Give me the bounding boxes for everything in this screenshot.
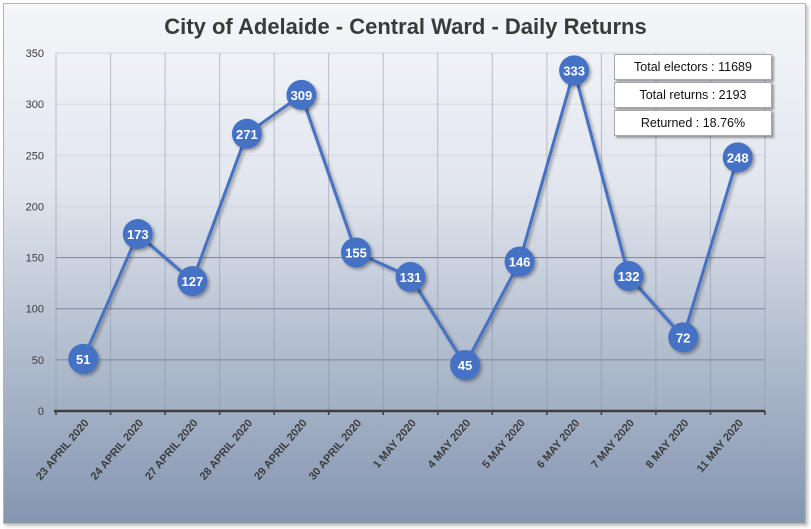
data-point-marker	[504, 246, 535, 277]
data-point: 333	[559, 55, 590, 86]
data-point-marker	[559, 55, 590, 86]
y-tick-label: 50	[32, 355, 44, 367]
data-point-marker	[177, 266, 208, 297]
data-point: 127	[177, 266, 208, 297]
x-tick-label: 4 MAY 2020	[426, 417, 474, 471]
y-tick-label: 0	[38, 406, 44, 418]
y-tick-label: 350	[26, 48, 44, 60]
data-point-marker	[231, 118, 262, 149]
data-label: 146	[509, 255, 531, 270]
data-label: 51	[76, 352, 90, 367]
y-tick-label: 250	[26, 150, 44, 162]
data-point: 146	[504, 246, 535, 277]
x-tick-label: 29 APRIL 2020	[252, 417, 310, 482]
data-point: 173	[122, 219, 153, 250]
data-label: 271	[236, 127, 258, 142]
data-point: 132	[613, 260, 644, 291]
x-tick-label: 6 MAY 2020	[535, 417, 583, 471]
data-point: 72	[668, 322, 699, 353]
x-tick-label: 11 MAY 2020	[695, 417, 746, 475]
chart-title: City of Adelaide - Central Ward - Daily …	[164, 14, 647, 39]
total-electors-box: Total electors : 11689	[614, 54, 772, 80]
data-point: 271	[231, 118, 262, 149]
y-axis: 0 50 100 150 200 250 300 350	[26, 48, 44, 418]
data-label: 132	[618, 269, 640, 284]
data-point: 51	[68, 343, 99, 374]
y-tick-label: 100	[26, 304, 44, 316]
data-point: 309	[286, 79, 317, 110]
x-tick-label: 7 MAY 2020	[589, 417, 637, 471]
data-label: 45	[458, 358, 472, 373]
data-point: 248	[722, 142, 753, 173]
data-point-marker	[122, 219, 153, 250]
data-point: 131	[395, 262, 426, 293]
data-point-marker	[668, 322, 699, 353]
data-label: 72	[676, 330, 690, 345]
x-tick-label: 30 APRIL 2020	[307, 417, 365, 482]
data-point-marker	[286, 79, 317, 110]
x-tick-label: 23 APRIL 2020	[34, 417, 92, 482]
data-label: 248	[727, 150, 749, 165]
x-tick-label: 8 MAY 2020	[644, 417, 692, 471]
data-point-marker	[613, 260, 644, 291]
y-tick-label: 150	[26, 253, 44, 265]
y-tick-label: 300	[26, 99, 44, 111]
x-tick-label: 27 APRIL 2020	[143, 417, 201, 482]
data-label: 131	[400, 270, 422, 285]
gridlines	[55, 52, 766, 411]
data-point-marker	[395, 262, 426, 293]
y-tick-label: 200	[26, 201, 44, 213]
returned-percent-box: Returned : 18.76%	[614, 110, 772, 136]
x-tick-label: 5 MAY 2020	[480, 417, 528, 471]
x-tick-label: 28 APRIL 2020	[198, 417, 256, 482]
data-label: 309	[291, 88, 313, 103]
data-series: 51 173 127 271 309 155 131 45 146 333 132 72 248	[68, 55, 753, 380]
data-label: 333	[563, 63, 585, 78]
data-label: 127	[181, 274, 203, 289]
data-point: 45	[450, 349, 481, 380]
data-label: 155	[345, 245, 367, 260]
x-tick-label: 24 APRIL 2020	[89, 417, 147, 482]
data-point-marker	[450, 349, 481, 380]
data-label: 173	[127, 227, 149, 242]
data-point: 155	[340, 237, 371, 268]
data-point-marker	[722, 142, 753, 173]
data-point-marker	[340, 237, 371, 268]
total-returns-box: Total returns : 2193	[614, 82, 772, 108]
x-tick-label: 1 MAY 2020	[371, 417, 419, 471]
data-point-marker	[68, 343, 99, 374]
